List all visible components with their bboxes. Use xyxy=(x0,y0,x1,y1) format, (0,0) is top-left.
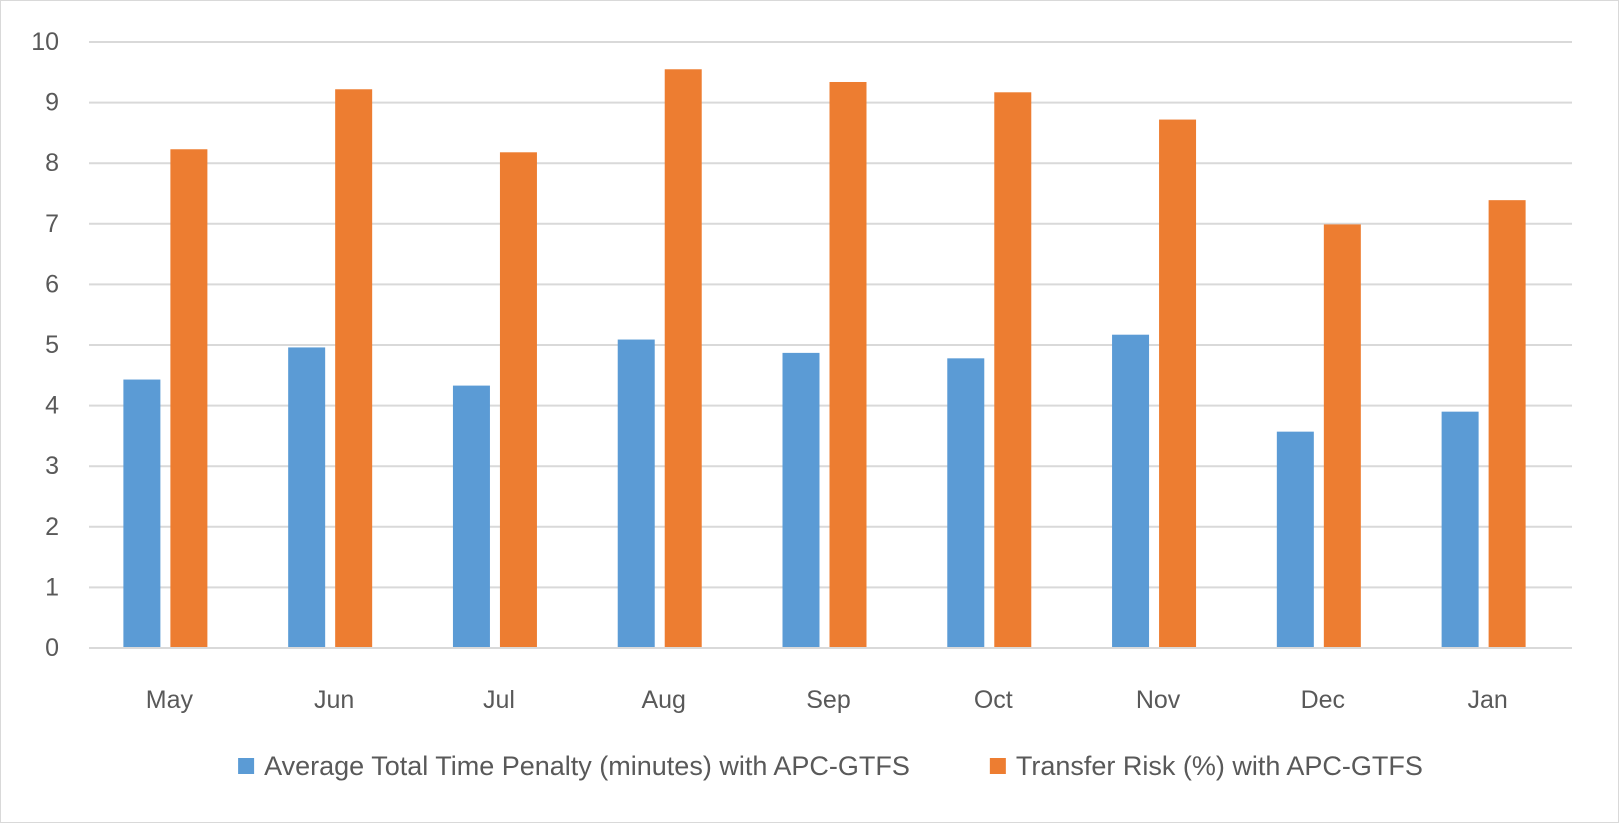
y-tick-label: 1 xyxy=(45,573,59,601)
bar-series-2 xyxy=(170,149,208,648)
x-axis-tick-labels: May Jun Jul Aug Sep Oct Nov Dec Jan xyxy=(146,686,1508,714)
x-tick-label: Jul xyxy=(483,686,515,714)
bar-series-1 xyxy=(1112,334,1150,648)
bar-series-2 xyxy=(1488,200,1526,648)
y-tick-label: 6 xyxy=(45,270,59,298)
y-tick-label: 7 xyxy=(45,210,59,238)
y-tick-label: 4 xyxy=(45,392,59,420)
bar-series-1 xyxy=(617,339,655,648)
x-tick-label: Jun xyxy=(314,686,354,714)
legend-label: Transfer Risk (%) with APC-GTFS xyxy=(1016,751,1423,781)
legend-item: Transfer Risk (%) with APC-GTFS xyxy=(989,751,1423,781)
legend-swatch xyxy=(989,758,1006,774)
y-tick-label: 8 xyxy=(45,149,59,177)
x-tick-label: Sep xyxy=(806,686,850,714)
bar-series-1 xyxy=(1441,411,1479,648)
bar-series-2 xyxy=(335,89,373,648)
bar-series-1 xyxy=(123,379,161,648)
legend-item: Average Total Time Penalty (minutes) wit… xyxy=(238,751,910,781)
bar-series-1 xyxy=(947,358,985,648)
y-tick-label: 9 xyxy=(45,89,59,117)
bars xyxy=(123,69,1526,649)
legend: Average Total Time Penalty (minutes) wit… xyxy=(238,751,1423,781)
x-tick-label: May xyxy=(146,686,194,714)
y-tick-label: 0 xyxy=(45,634,59,662)
y-tick-label: 3 xyxy=(45,452,59,480)
bar-series-1 xyxy=(452,385,490,648)
legend-swatch xyxy=(238,758,255,774)
y-axis-tick-labels: 0 1 2 3 4 5 6 7 8 9 10 xyxy=(31,28,59,662)
x-tick-label: Jan xyxy=(1467,686,1507,714)
bar-series-2 xyxy=(664,69,702,648)
bar-series-1 xyxy=(288,347,326,648)
y-tick-label: 5 xyxy=(45,331,59,359)
bar-series-2 xyxy=(499,152,537,649)
bar-series-2 xyxy=(994,92,1032,649)
x-tick-label: Aug xyxy=(641,686,685,714)
bar-series-1 xyxy=(782,352,820,648)
x-tick-label: Dec xyxy=(1301,686,1345,714)
legend-label: Average Total Time Penalty (minutes) wit… xyxy=(264,751,910,781)
bar-series-1 xyxy=(1276,431,1314,648)
y-tick-label: 2 xyxy=(45,513,59,541)
bar-series-2 xyxy=(1159,119,1197,649)
x-tick-label: Nov xyxy=(1136,686,1181,714)
bar-series-2 xyxy=(1323,224,1361,648)
x-tick-label: Oct xyxy=(974,686,1013,714)
bar-series-2 xyxy=(829,81,867,649)
y-tick-label: 10 xyxy=(31,28,59,56)
